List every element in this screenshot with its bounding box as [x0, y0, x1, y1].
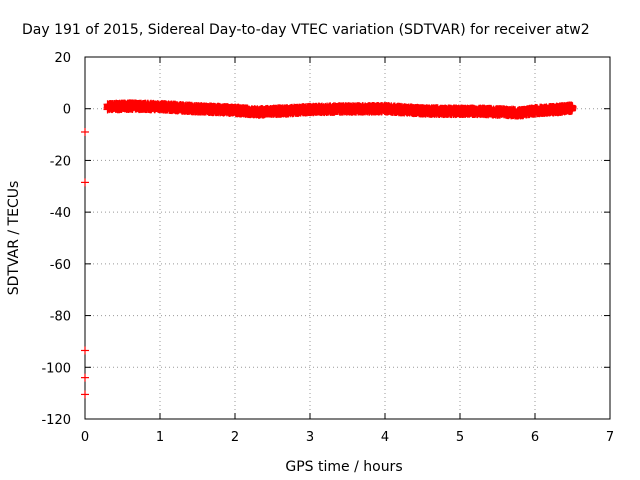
- outlier-point: [81, 127, 89, 136]
- plot-frame: [84, 56, 611, 420]
- x-tick-label: 2: [231, 430, 239, 445]
- y-tick-label: -40: [50, 206, 71, 221]
- outlier-point: [81, 346, 89, 355]
- x-tick-label: 3: [306, 430, 314, 445]
- x-tick-label: 6: [531, 430, 539, 445]
- x-tick-label: 0: [81, 430, 89, 445]
- y-axis-label: SDTVAR / TECUs: [6, 181, 22, 296]
- data-marks: [81, 99, 577, 399]
- x-tick-label: 4: [381, 430, 389, 445]
- x-axis-label: GPS time / hours: [285, 459, 402, 475]
- x-tick-label: 1: [156, 430, 164, 445]
- y-tick-label: 20: [54, 51, 71, 66]
- y-tick-label: -80: [50, 310, 71, 325]
- y-tick-label: 0: [63, 103, 71, 118]
- x-tick-label: 7: [606, 430, 614, 445]
- outlier-point: [81, 390, 89, 399]
- y-tick-label: -20: [50, 154, 71, 169]
- outlier-point: [81, 178, 89, 187]
- chart-title: Day 191 of 2015, Sidereal Day-to-day VTE…: [22, 22, 590, 38]
- y-tick-label: -120: [41, 413, 71, 428]
- y-tick-label: -100: [41, 361, 71, 376]
- x-tick-label: 5: [456, 430, 464, 445]
- y-tick-label: -60: [50, 258, 71, 273]
- axis-ticks: 0 1 2 3 4 5 6 7 20 0 -20 -40 -60 -80 -100 -120: [41, 51, 614, 445]
- outlier-point: [81, 373, 89, 382]
